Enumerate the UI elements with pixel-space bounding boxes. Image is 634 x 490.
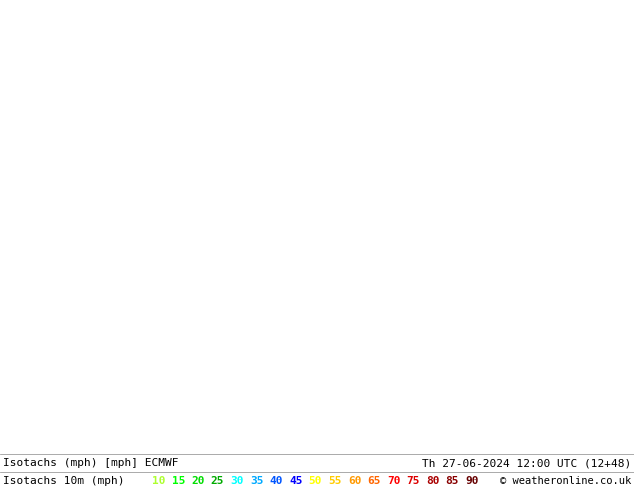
Text: 80: 80 — [426, 476, 439, 486]
Text: Th 27-06-2024 12:00 UTC (12+48): Th 27-06-2024 12:00 UTC (12+48) — [422, 458, 631, 468]
Text: 85: 85 — [446, 476, 459, 486]
Text: 50: 50 — [309, 476, 322, 486]
Text: 25: 25 — [210, 476, 224, 486]
Text: 65: 65 — [368, 476, 381, 486]
Text: Isotachs (mph) [mph] ECMWF: Isotachs (mph) [mph] ECMWF — [3, 458, 179, 468]
Text: 45: 45 — [289, 476, 302, 486]
Text: 15: 15 — [172, 476, 185, 486]
Text: 55: 55 — [328, 476, 342, 486]
Text: 40: 40 — [269, 476, 283, 486]
Text: 35: 35 — [250, 476, 263, 486]
Text: 20: 20 — [191, 476, 205, 486]
Text: 60: 60 — [348, 476, 361, 486]
Text: 70: 70 — [387, 476, 401, 486]
Text: 90: 90 — [465, 476, 479, 486]
Text: 75: 75 — [406, 476, 420, 486]
Text: Isotachs 10m (mph): Isotachs 10m (mph) — [3, 476, 125, 486]
Text: © weatheronline.co.uk: © weatheronline.co.uk — [500, 476, 631, 486]
Text: 10: 10 — [152, 476, 165, 486]
Text: 30: 30 — [230, 476, 244, 486]
